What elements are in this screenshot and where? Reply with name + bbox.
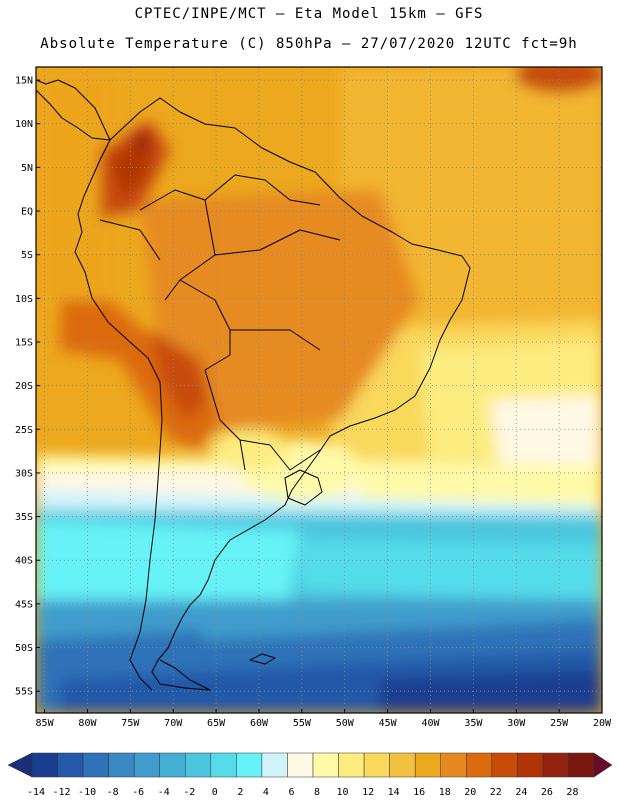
- colorbar-swatch: [287, 752, 314, 778]
- lat-tick-label: 5S: [21, 250, 33, 261]
- lon-tick-label: 70W: [164, 718, 183, 729]
- lon-tick-label: 20W: [593, 718, 612, 729]
- plot-frame: [35, 66, 603, 714]
- colorbar-label: 24: [515, 787, 527, 798]
- colorbar-label: -12: [53, 787, 71, 798]
- lon-tick-label: 50W: [336, 718, 355, 729]
- colorbar-swatch: [338, 752, 365, 778]
- colorbar-label: 12: [362, 787, 374, 798]
- lon-tick-label: 40W: [421, 718, 440, 729]
- colorbar-swatch: [185, 752, 212, 778]
- colorbar-swatch: [108, 752, 135, 778]
- country-borders: [99, 174, 341, 471]
- colorbar-swatch: [414, 752, 441, 778]
- colorbar-label: 22: [490, 787, 502, 798]
- lat-tick-label: 45S: [15, 599, 33, 610]
- colorbar-label: 0: [212, 787, 218, 798]
- colorbar-label: 14: [388, 787, 400, 798]
- colorbar-swatch: [568, 752, 595, 778]
- colorbar-label: 20: [464, 787, 476, 798]
- lat-tick-label: 30S: [15, 468, 33, 479]
- colorbar-swatch: [363, 752, 390, 778]
- uruguay-falklands: [249, 469, 323, 665]
- colorbar-label: 28: [566, 787, 578, 798]
- latitude-axis: 15N 10N 5N EQ 5S 10S 15S 20S 25S 30S 35S 40S 45S 50S 5…: [15, 76, 40, 698]
- colorbar-swatch: [491, 752, 518, 778]
- lat-tick-label: 25S: [15, 425, 33, 436]
- central-america-coast: [36, 89, 111, 141]
- lon-tick-label: 80W: [78, 718, 97, 729]
- south-america-coastline: [57, 79, 471, 691]
- colorbar-label: -14: [27, 787, 45, 798]
- colorbar-label: 6: [288, 787, 294, 798]
- colorbar-swatch: [31, 752, 58, 778]
- colorbar-swatch: [517, 752, 544, 778]
- lon-tick-label: 75W: [121, 718, 140, 729]
- colorbar-label: 10: [337, 787, 349, 798]
- colorbar-swatch: [159, 752, 186, 778]
- colorbar-label: -4: [158, 787, 170, 798]
- lon-tick-label: 60W: [250, 718, 269, 729]
- lat-tick-label: 10N: [15, 119, 33, 130]
- colorbar-label: -8: [107, 787, 119, 798]
- colorbar-label: -6: [132, 787, 144, 798]
- colorbar-label: 16: [413, 787, 425, 798]
- colorbar-label: 4: [263, 787, 269, 798]
- longitude-axis: 85W 80W 75W 70W 65W 60W 55W 50W 45W 40W 35W 30W 25W 2…: [36, 709, 612, 729]
- colorbar-label: 18: [439, 787, 451, 798]
- lat-tick-label: 10S: [15, 294, 33, 305]
- colorbar-swatch: [440, 752, 467, 778]
- lon-tick-label: 45W: [379, 718, 398, 729]
- colorbar-label: 2: [237, 787, 243, 798]
- lon-tick-label: 30W: [507, 718, 526, 729]
- coastlines-and-borders: [36, 79, 471, 691]
- colorbar-label: 8: [314, 787, 320, 798]
- colorbar-swatch: [82, 752, 109, 778]
- lat-tick-label: 50S: [15, 643, 33, 654]
- lat-tick-label: 20S: [15, 381, 33, 392]
- colorbar-swatch: [133, 752, 160, 778]
- colorbar-swatch: [466, 752, 493, 778]
- lon-tick-label: 65W: [207, 718, 226, 729]
- lon-tick-label: 85W: [36, 718, 55, 729]
- colorbar-label: -10: [78, 787, 96, 798]
- lat-tick-label: 35S: [15, 512, 33, 523]
- lat-tick-label: EQ: [21, 207, 33, 218]
- lon-tick-label: 55W: [293, 718, 312, 729]
- colorbar-swatch: [542, 752, 569, 778]
- colorbar-label: -2: [183, 787, 195, 798]
- field-contours: [36, 67, 602, 713]
- map-title-line-2: Absolute Temperature (C) 850hPa – 27/07/…: [40, 36, 578, 52]
- colorbar-swatch: [389, 752, 416, 778]
- colorbar-swatch: [236, 752, 263, 778]
- colorbar-swatch: [210, 752, 237, 778]
- caribbean-coast: [36, 79, 59, 85]
- colorbar-swatch: [57, 752, 84, 778]
- lon-tick-label: 35W: [464, 718, 483, 729]
- lon-tick-label: 25W: [550, 718, 569, 729]
- lat-tick-label: 5N: [21, 163, 33, 174]
- colorbar-low-arrow: [7, 752, 33, 778]
- pacific-coastline: [74, 139, 163, 691]
- lat-tick-label: 55S: [15, 687, 33, 698]
- colorbar-high-arrow: [593, 752, 613, 778]
- colorbar-label: 26: [541, 787, 553, 798]
- colorbar-swatch: [261, 752, 288, 778]
- map-title-line-1: CPTEC/INPE/MCT – Eta Model 15km – GFS: [134, 6, 484, 22]
- lat-tick-label: 40S: [15, 556, 33, 567]
- colorbar-swatch: [312, 752, 339, 778]
- lat-tick-label: 15S: [15, 337, 33, 348]
- lat-tick-label: 15N: [15, 76, 33, 87]
- temperature-field: [36, 67, 602, 713]
- colorbar: -14 -12 -10 -8 -6 -4 -2 0 2 4 6 8 10 12 14 16 18 20 22 24 26…: [7, 752, 613, 798]
